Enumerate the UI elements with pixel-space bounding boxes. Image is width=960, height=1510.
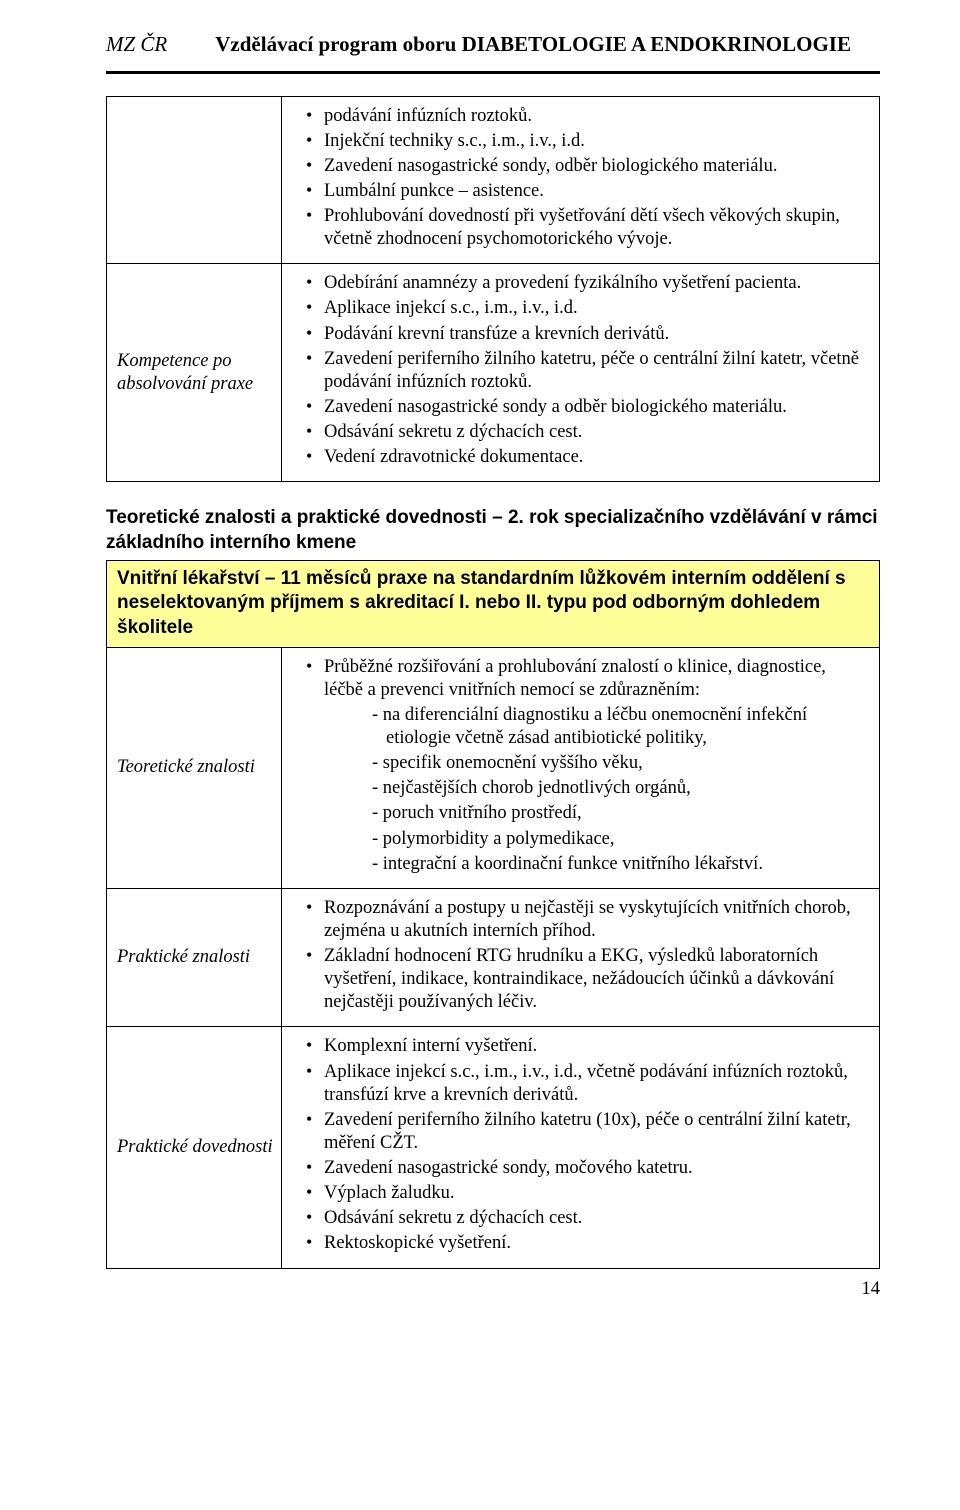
list-item-intro: Průběžné rozšiřování a prohlubování znal… <box>306 656 869 876</box>
intro-text: Průběžné rozšiřování a prohlubování znal… <box>324 657 826 700</box>
list-item: Výplach žaludku. <box>306 1182 869 1205</box>
list-item: Lumbální punkce – asistence. <box>306 180 869 203</box>
bullet-list: Odebírání anamnézy a provedení fyzikální… <box>292 272 869 469</box>
document-header: MZ ČR Vzdělávací program oboru DIABETOLO… <box>106 32 880 57</box>
dash-item: polymorbidity a polymedikace, <box>370 828 869 851</box>
content-theoretical: Průběžné rozšiřování a prohlubování znal… <box>282 647 880 888</box>
dash-item: specifik onemocnění vyššího věku, <box>370 752 869 775</box>
list-item: Zavedení periferního žilního katetru (10… <box>306 1109 869 1155</box>
list-item: Prohlubování dovedností při vyšetřování … <box>306 205 869 251</box>
competence-table: podávání infúzních roztoků. Injekční tec… <box>106 96 880 483</box>
list-item: Komplexní interní vyšetření. <box>306 1035 869 1058</box>
year2-table: Vnitřní lékařství – 11 měsíců praxe na s… <box>106 560 880 1269</box>
page-number: 14 <box>106 1279 880 1300</box>
dash-item: na diferenciální diagnostiku a léčbu one… <box>370 704 869 750</box>
list-item: Zavedení nasogastrické sondy a odběr bio… <box>306 396 869 419</box>
dash-item: nejčastějších chorob jednotlivých orgánů… <box>370 777 869 800</box>
list-item: Podávání krevní transfúze a krevních der… <box>306 323 869 346</box>
label-cell-empty <box>107 96 282 264</box>
content-cell-1: podávání infúzních roztoků. Injekční tec… <box>282 96 880 264</box>
dash-item: integrační a koordinační funkce vnitřníh… <box>370 853 869 876</box>
label-practical-skills: Praktické dovednosti <box>107 1027 282 1268</box>
list-item: Zavedení nasogastrické sondy, odběr biol… <box>306 155 869 178</box>
dash-list: na diferenciální diagnostiku a léčbu one… <box>324 704 869 876</box>
dash-item: poruch vnitřního prostředí, <box>370 802 869 825</box>
content-practical-skills: Komplexní interní vyšetření. Aplikace in… <box>282 1027 880 1268</box>
header-org: MZ ČR <box>106 32 215 57</box>
list-item: Zavedení periferního žilního katetru, pé… <box>306 348 869 394</box>
bullet-list: podávání infúzních roztoků. Injekční tec… <box>292 105 869 252</box>
bullet-list: Rozpoznávání a postupy u nejčastěji se v… <box>292 897 869 1015</box>
page-container: MZ ČR Vzdělávací program oboru DIABETOLO… <box>0 0 960 1340</box>
label-practical-knowledge: Praktické znalosti <box>107 888 282 1027</box>
list-item: Odebírání anamnézy a provedení fyzikální… <box>306 272 869 295</box>
list-item: Rozpoznávání a postupy u nejčastěji se v… <box>306 897 869 943</box>
list-item: Zavedení nasogastrické sondy, močového k… <box>306 1157 869 1180</box>
list-item: Odsávání sekretu z dýchacích cest. <box>306 1207 869 1230</box>
list-item: Injekční techniky s.c., i.m., i.v., i.d. <box>306 130 869 153</box>
content-cell-2: Odebírání anamnézy a provedení fyzikální… <box>282 264 880 482</box>
content-practical-knowledge: Rozpoznávání a postupy u nejčastěji se v… <box>282 888 880 1027</box>
list-item: Odsávání sekretu z dýchacích cest. <box>306 421 869 444</box>
yellow-heading: Vnitřní lékařství – 11 měsíců praxe na s… <box>107 560 880 647</box>
list-item: Vedení zdravotnické dokumentace. <box>306 446 869 469</box>
list-item: Základní hodnocení RTG hrudníku a EKG, v… <box>306 945 869 1014</box>
bullet-list: Průběžné rozšiřování a prohlubování znal… <box>292 656 869 876</box>
header-underline <box>106 71 880 74</box>
section-heading: Teoretické znalosti a praktické dovednos… <box>106 506 880 555</box>
label-competence: Kompetence po absolvování praxe <box>107 264 282 482</box>
label-theoretical: Teoretické znalosti <box>107 647 282 888</box>
list-item: Rektoskopické vyšetření. <box>306 1232 869 1255</box>
header-title: Vzdělávací program oboru DIABETOLOGIE A … <box>215 32 880 57</box>
list-item: Aplikace injekcí s.c., i.m., i.v., i.d. <box>306 297 869 320</box>
list-item: podávání infúzních roztoků. <box>306 105 869 128</box>
list-item: Aplikace injekcí s.c., i.m., i.v., i.d.,… <box>306 1061 869 1107</box>
bullet-list: Komplexní interní vyšetření. Aplikace in… <box>292 1035 869 1255</box>
